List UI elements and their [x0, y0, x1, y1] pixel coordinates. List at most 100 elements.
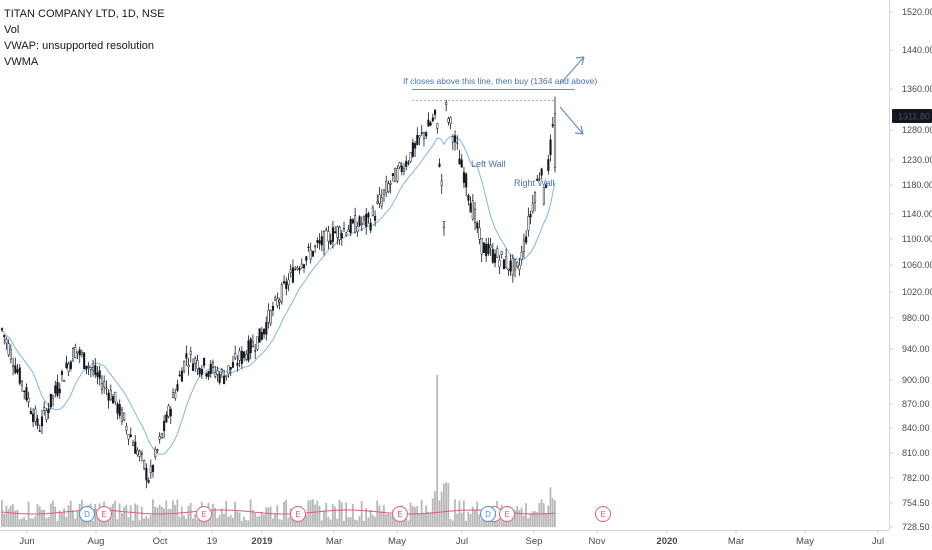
volume-bar	[287, 517, 290, 527]
vwap-indicator-label[interactable]: VWAP: unsupported resolution	[4, 40, 155, 52]
symbol-title[interactable]: TITAN COMPANY LTD, 1D, NSE	[4, 8, 165, 20]
volume-bar	[520, 507, 523, 527]
candle	[507, 268, 510, 276]
volume-bar	[385, 514, 388, 527]
volume-bar	[327, 516, 330, 527]
volume-bar	[418, 513, 421, 527]
volume-bar	[132, 520, 134, 527]
volume-bar	[123, 506, 125, 527]
volume-bar	[280, 519, 283, 527]
volume-bar	[451, 520, 454, 527]
earnings-marker[interactable]: E	[595, 506, 611, 522]
candle	[94, 357, 97, 379]
volume-indicator-label[interactable]: Vol	[4, 24, 20, 36]
candle	[349, 216, 352, 237]
candle	[14, 357, 17, 375]
dividend-marker[interactable]: D	[79, 506, 95, 522]
volume-bar	[94, 504, 97, 527]
earnings-marker[interactable]: E	[96, 506, 112, 522]
volume-bar	[223, 513, 225, 527]
volume-bar	[374, 516, 376, 527]
candle	[478, 220, 481, 245]
candle	[509, 254, 512, 276]
earnings-marker[interactable]: E	[196, 506, 212, 522]
candle	[422, 131, 426, 147]
price-tick-label: 900.00	[902, 375, 930, 385]
volume-bar	[229, 514, 232, 527]
candle	[23, 390, 26, 400]
volume-bar	[316, 500, 319, 527]
volume-bar	[174, 504, 177, 527]
candle	[518, 257, 521, 276]
candle	[16, 363, 19, 375]
volume-bar	[538, 502, 541, 527]
volume-bar	[454, 499, 456, 527]
volume-bar	[5, 505, 8, 527]
candle	[165, 411, 168, 423]
volume-bar	[134, 503, 137, 527]
candle	[234, 345, 237, 361]
candle	[236, 355, 239, 372]
candle	[367, 211, 370, 224]
time-tick-label: Aug	[88, 536, 105, 547]
candle	[320, 230, 323, 252]
candle	[114, 391, 117, 405]
candle	[502, 258, 505, 270]
volume-bar	[349, 517, 352, 527]
candle	[167, 403, 170, 419]
earnings-marker[interactable]: E	[392, 506, 408, 522]
last-price-label: 1311.80	[892, 109, 932, 123]
volume-bar	[522, 515, 525, 527]
price-tick-label: 1440.00	[902, 45, 932, 55]
volume-bar	[429, 513, 432, 527]
price-tick-label: 1520.00	[902, 7, 932, 17]
volume-bar	[47, 517, 50, 527]
candle	[458, 150, 461, 165]
candle	[456, 135, 459, 150]
earnings-marker[interactable]: E	[290, 506, 306, 522]
earnings-marker[interactable]: E	[499, 506, 515, 522]
candle	[200, 365, 203, 379]
volume-bar	[234, 501, 236, 527]
event-markers[interactable]: DEEEEEDEE	[79, 506, 611, 522]
candle	[389, 179, 392, 194]
volume-bar	[76, 510, 79, 527]
volume-bar	[407, 520, 410, 527]
candle	[409, 152, 412, 163]
volume-bar	[247, 520, 250, 527]
volume-bar	[300, 517, 303, 527]
arrow-down-icon	[559, 106, 584, 135]
volume-bar	[251, 509, 254, 527]
price-tick-label: 840.00	[902, 423, 930, 433]
candle	[482, 241, 485, 253]
candle	[20, 379, 24, 392]
candle	[540, 167, 543, 180]
candle	[429, 120, 432, 127]
volume-bar	[529, 513, 532, 527]
volume-bar	[329, 519, 332, 527]
candle	[300, 258, 303, 270]
volume-bar	[216, 518, 219, 527]
candle	[327, 225, 330, 250]
volume-bar	[318, 505, 321, 527]
candle	[414, 141, 417, 158]
dividend-marker[interactable]: D	[480, 506, 496, 522]
candle	[49, 393, 52, 410]
volume-bar	[112, 503, 114, 527]
volume-bar	[449, 519, 452, 527]
vwma-indicator-label[interactable]: VWMA	[4, 56, 39, 68]
time-tick-label: 19	[207, 536, 218, 547]
volume-bar	[178, 516, 181, 527]
volume-bar	[271, 518, 274, 527]
volume-bar	[434, 491, 436, 527]
candle	[267, 303, 270, 329]
volume-bar	[231, 517, 234, 527]
candle	[485, 237, 488, 262]
candle	[480, 238, 483, 263]
candle	[365, 207, 368, 235]
candle	[207, 370, 210, 381]
volume-bar	[258, 515, 261, 527]
candle	[278, 297, 281, 310]
volume-bar	[467, 511, 470, 527]
